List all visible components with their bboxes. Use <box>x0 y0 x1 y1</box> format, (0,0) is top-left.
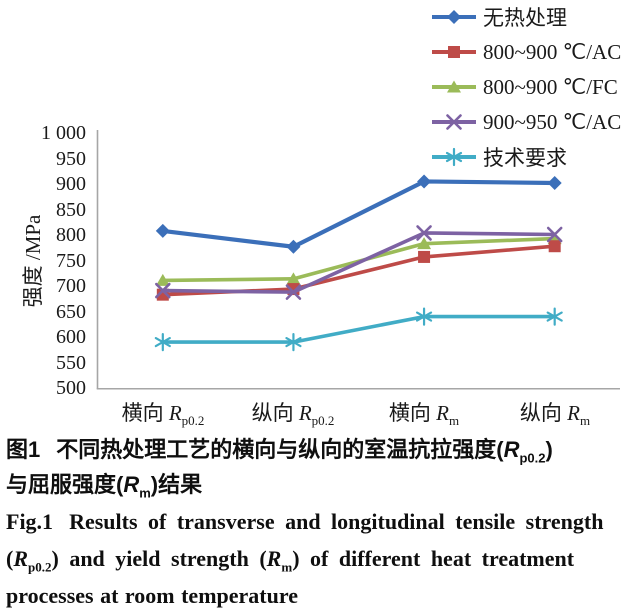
legend-item: 无热处理 <box>430 5 567 30</box>
caption-text: ) <box>545 437 553 462</box>
caption-symbol: R <box>503 437 520 462</box>
cat-subscript: m <box>448 413 460 429</box>
caption-subscript: m <box>139 485 151 501</box>
ytick-label: 650 <box>56 300 86 323</box>
legend-item: 800~900 ℃/AC <box>430 40 621 64</box>
caption-text: 与屈服强度( <box>6 472 124 497</box>
x-category-label: 横向 Rm <box>358 397 490 427</box>
series-3-marker <box>416 225 432 241</box>
series-line-1 <box>162 244 555 297</box>
series-3-marker <box>285 284 302 300</box>
legend-item: 900~950 ℃/AC <box>430 110 621 134</box>
series-1-marker <box>418 250 431 263</box>
ytick-label: 900 <box>56 173 86 195</box>
caption-text: ) of different heat treatment <box>292 546 575 571</box>
cat-symbol: R <box>298 401 312 425</box>
caption-cn-line2: 与屈服强度(Rm)结果 <box>6 471 636 499</box>
caption-symbol: R <box>266 546 282 571</box>
ytick-label: 850 <box>56 198 86 221</box>
caption-fig-number: 图1 <box>6 437 41 462</box>
legend-item: 800~900 ℃/FC <box>430 75 618 99</box>
legend-item: 技术要求 <box>430 145 567 170</box>
legend-label: 无热处理 <box>483 6 567 30</box>
ytick-label: 750 <box>56 249 86 272</box>
x-category-label: 纵向 Rp0.2 <box>227 397 359 427</box>
series-2-marker <box>286 272 301 285</box>
series-4-marker <box>154 333 171 352</box>
legend-marker-x-icon <box>432 114 476 130</box>
caption-subscript: p0.2 <box>28 559 52 575</box>
series-1-marker <box>548 240 561 253</box>
series-0-marker <box>547 175 562 190</box>
caption-en-line1: Fig.1 Results of transverse and longitudi… <box>6 508 636 536</box>
cat-prefix: 横向 <box>388 401 437 425</box>
caption-text: 不同热处理工艺的横向与纵向的室温抗拉强度( <box>56 437 504 462</box>
cat-prefix: 横向 <box>121 401 169 425</box>
series-line-3 <box>162 231 555 294</box>
caption-text: ( <box>6 546 14 571</box>
legend-marker-triangle-icon <box>432 80 476 93</box>
caption-cn-line1: 图1 不同热处理工艺的横向与纵向的室温抗拉强度(Rp0.2) <box>6 436 636 464</box>
caption-text: processes at room temperature <box>6 583 298 608</box>
ytick-label: 500 <box>56 377 86 399</box>
legend-marker-square-icon <box>432 46 476 58</box>
series-line-4 <box>162 314 555 344</box>
ytick-label: 550 <box>56 351 86 374</box>
ytick-label: 1 000 <box>41 122 86 144</box>
ytick-label: 600 <box>56 326 86 348</box>
legend-marker-asterisk-icon <box>432 147 476 167</box>
ytick-label: 800 <box>56 224 86 246</box>
series-0-marker <box>286 239 301 254</box>
caption-text: ) and yield strength ( <box>51 546 267 571</box>
caption-text: )结果 <box>150 472 203 497</box>
legend-marker <box>447 80 461 93</box>
cat-prefix: 纵向 <box>251 401 299 425</box>
series-4-marker <box>415 307 433 326</box>
cat-prefix: 纵向 <box>519 401 568 425</box>
cat-subscript: m <box>579 413 591 429</box>
legend-marker <box>448 46 460 58</box>
legend-label: 800~900 ℃/FC <box>483 74 618 99</box>
series-2-marker <box>417 237 432 250</box>
x-category-label: 纵向 Rm <box>489 397 621 427</box>
legend-label: 900~950 ℃/AC <box>483 109 622 134</box>
legend-marker-diamond-icon <box>432 10 476 24</box>
caption-en-line2: (Rp0.2) and yield strength (Rm) of diffe… <box>6 545 636 573</box>
ytick-label: 950 <box>56 147 86 170</box>
series-line-0 <box>162 179 555 249</box>
legend-marker <box>446 114 462 130</box>
cat-subscript: p0.2 <box>311 413 335 429</box>
series-0-marker <box>417 174 432 189</box>
caption-symbol: R <box>123 472 140 497</box>
ytick-label: 700 <box>56 275 86 297</box>
y-axis-title: 强度 /MPa <box>21 214 45 308</box>
legend-marker <box>447 10 461 24</box>
x-category-label: 横向 Rp0.2 <box>97 397 229 427</box>
line-chart-canvas <box>96 130 620 390</box>
series-2-marker <box>155 273 170 286</box>
cat-symbol: R <box>567 401 580 425</box>
cat-subscript: p0.2 <box>181 413 205 429</box>
series-4-marker <box>546 307 563 326</box>
caption-text: Results of transverse and longitudinal t… <box>69 509 604 534</box>
legend-marker <box>445 147 463 167</box>
legend-label: 技术要求 <box>483 146 567 170</box>
caption-fig-number: Fig.1 <box>6 509 54 534</box>
series-3-marker <box>546 226 563 243</box>
series-3-marker <box>155 282 171 299</box>
legend-label: 800~900 ℃/AC <box>483 39 622 64</box>
caption-subscript: m <box>281 559 293 575</box>
series-4-marker <box>285 333 302 352</box>
cat-symbol: R <box>168 401 182 425</box>
caption-symbol: R <box>13 546 29 571</box>
caption-en-line3: processes at room temperature <box>6 582 636 610</box>
series-0-marker <box>155 223 170 238</box>
caption-subscript: p0.2 <box>519 450 546 466</box>
cat-symbol: R <box>436 401 449 425</box>
